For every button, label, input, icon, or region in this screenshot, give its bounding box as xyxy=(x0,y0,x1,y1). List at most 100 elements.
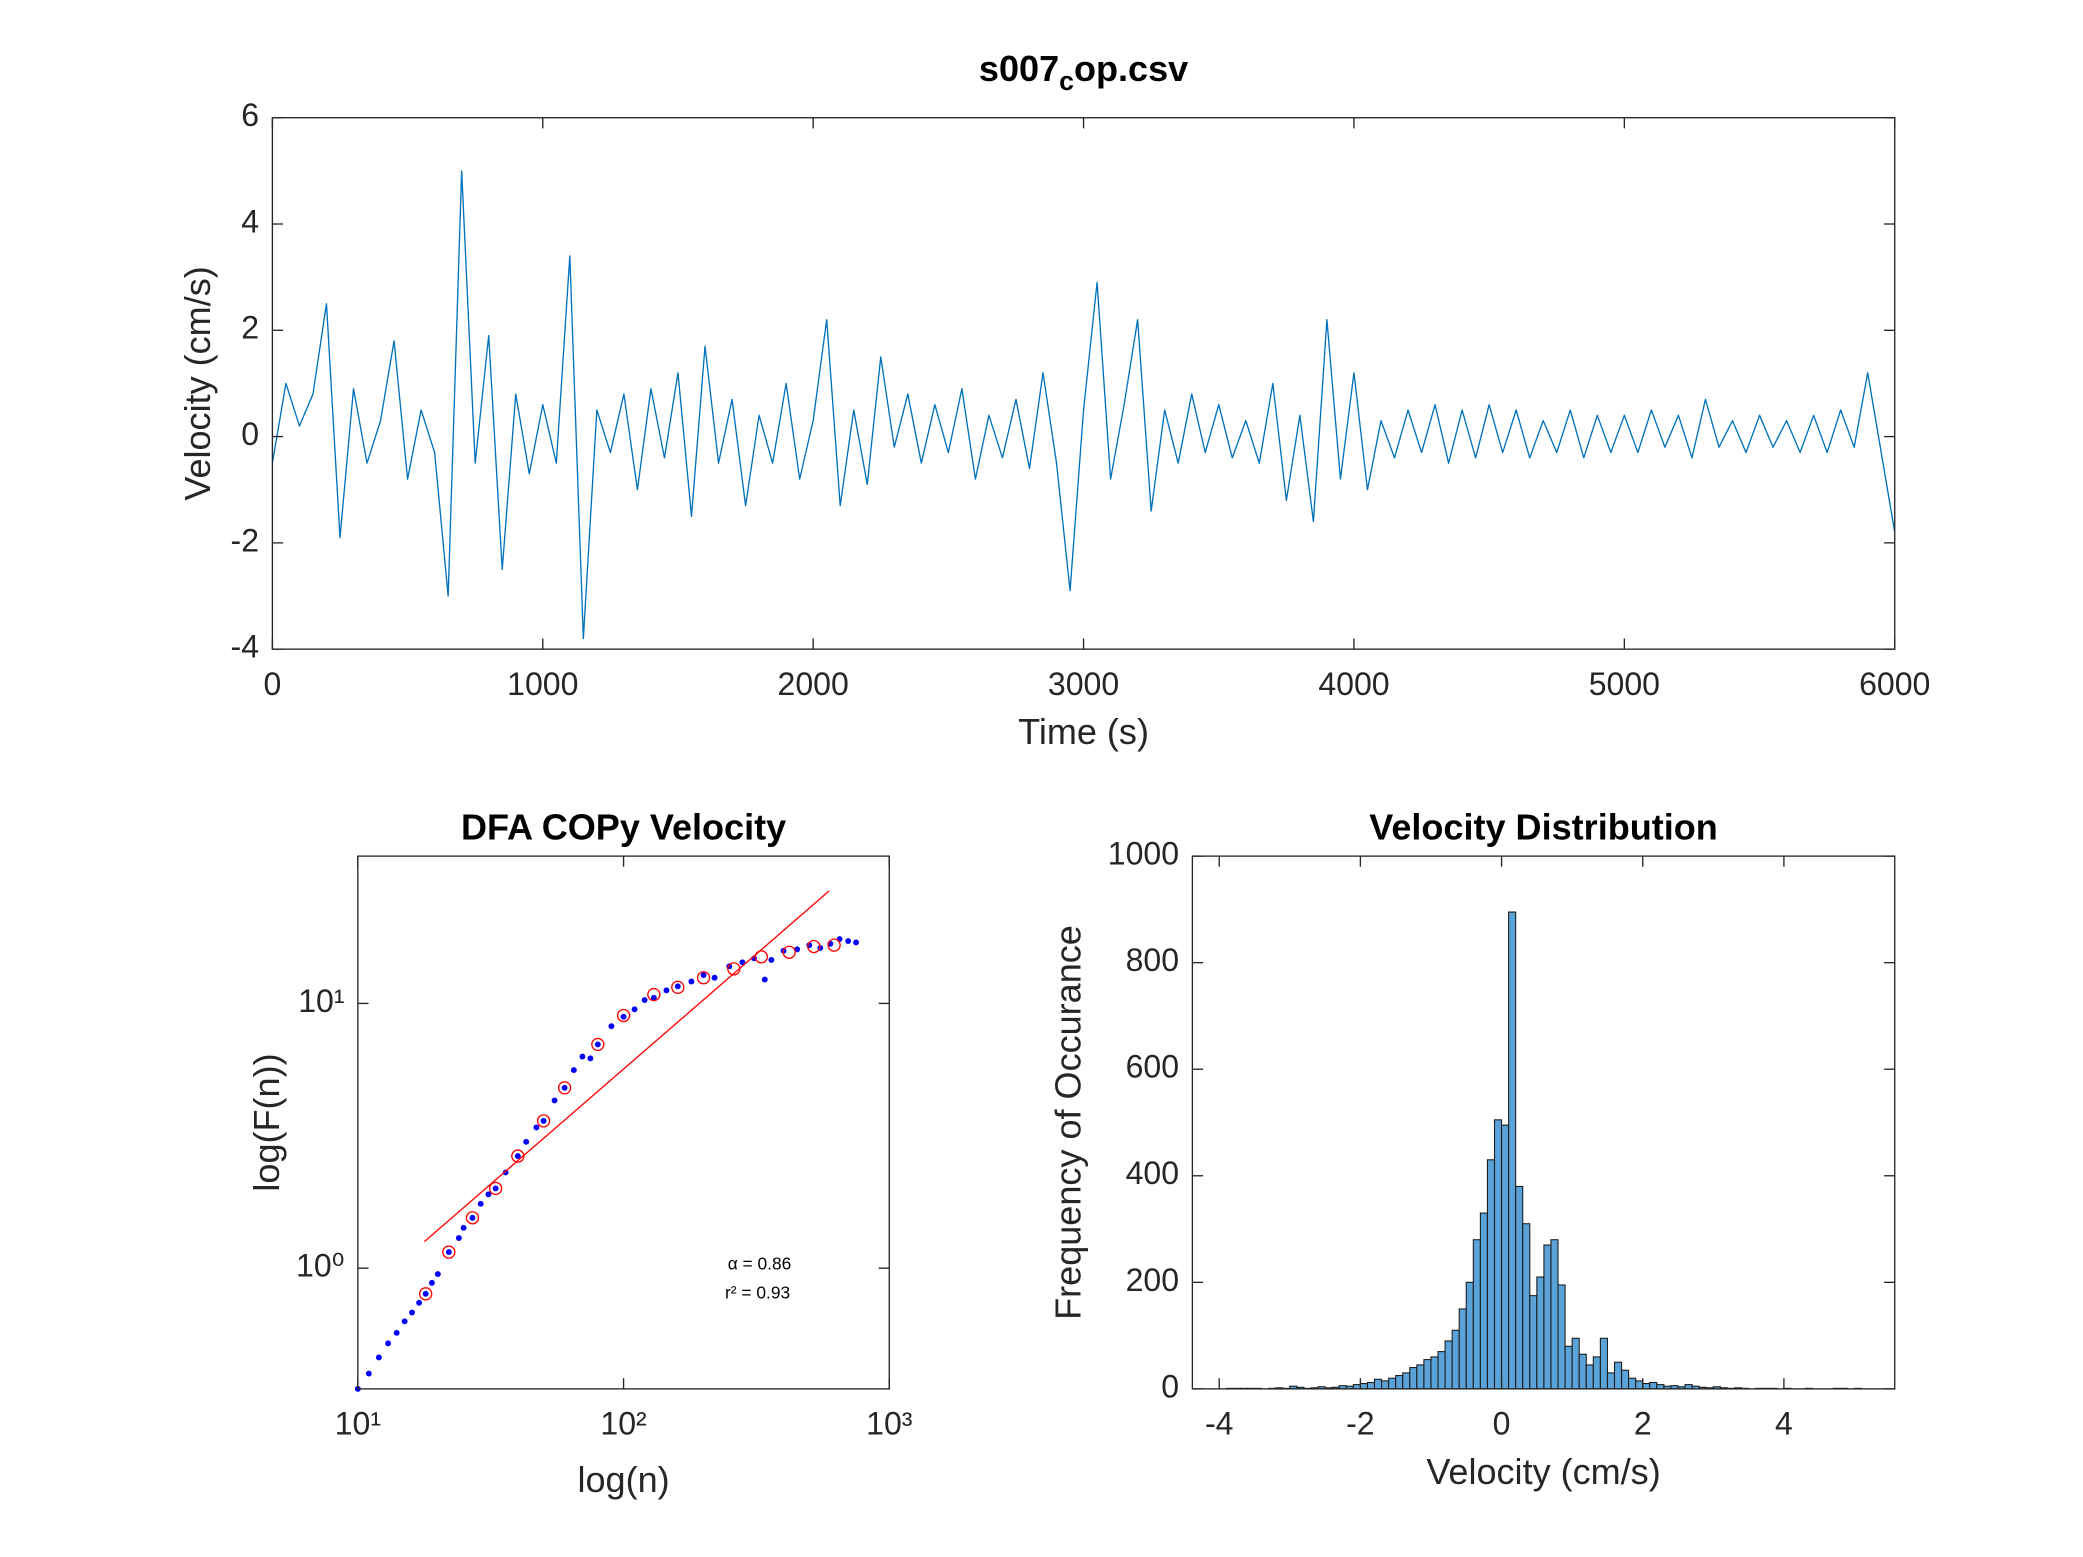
histogram-bar xyxy=(1642,1383,1651,1390)
histogram-bar xyxy=(1543,1244,1552,1390)
title-text: Velocity Distribution xyxy=(1369,806,1718,847)
annotation: α = 0.86 xyxy=(728,1253,792,1273)
data-point xyxy=(375,1354,382,1361)
data-point xyxy=(419,1287,433,1301)
data-point xyxy=(647,987,661,1002)
data-point xyxy=(477,1200,484,1207)
data-point xyxy=(616,1008,631,1023)
histogram-bar xyxy=(1409,1367,1418,1390)
data-point xyxy=(570,1067,577,1074)
data-point xyxy=(663,987,670,994)
x-tick-label: 2 xyxy=(1634,1406,1652,1442)
histogram-bar xyxy=(1564,1345,1573,1390)
y-tick-label: 400 xyxy=(1126,1155,1179,1191)
data-point xyxy=(465,1211,480,1225)
data-point xyxy=(536,1114,551,1128)
histogram-bar xyxy=(1501,1124,1510,1390)
data-point xyxy=(700,972,707,978)
data-point xyxy=(428,1279,435,1286)
y-axis-label: Velocity (cm/s) xyxy=(177,266,218,500)
histogram-bar xyxy=(1508,911,1517,1390)
axes: DFA COPy Velocity log(n) log(F(n)) 10¹ 10² 10… xyxy=(246,806,913,1500)
data-line xyxy=(423,890,830,1243)
histogram-bar xyxy=(1444,1340,1453,1390)
histogram-bar xyxy=(1359,1383,1368,1390)
data-point xyxy=(739,959,746,966)
histogram-bar xyxy=(1571,1337,1580,1390)
x-tick-label: 10² xyxy=(600,1406,647,1442)
x-tick-label: 10¹ xyxy=(335,1406,381,1442)
data-point xyxy=(409,1309,416,1316)
data-point xyxy=(768,956,775,963)
histogram-bar xyxy=(1402,1372,1411,1390)
histogram-bar xyxy=(1458,1308,1467,1390)
data-point xyxy=(845,938,852,944)
histogram-bar xyxy=(1486,1159,1496,1390)
y-tick-label: 0 xyxy=(1161,1368,1179,1404)
data-point xyxy=(422,1290,429,1297)
histogram-bar xyxy=(1515,1185,1524,1390)
histogram-bar xyxy=(1451,1329,1460,1390)
y-tick-label: 6 xyxy=(241,97,259,133)
histogram-bar xyxy=(1465,1281,1474,1390)
data-point xyxy=(671,980,685,995)
axes-box xyxy=(271,117,1896,650)
data-point xyxy=(587,1055,594,1062)
data-point xyxy=(485,1191,492,1198)
histogram-bar xyxy=(1381,1380,1390,1390)
histogram-bar xyxy=(1479,1212,1488,1390)
data-point xyxy=(561,1084,568,1091)
axes: s007cop.csv Time (s) Velocity (cm/s) 0 1000 2… xyxy=(177,48,1931,753)
data-point xyxy=(782,945,796,959)
histogram-bar xyxy=(1550,1239,1559,1390)
data-point xyxy=(502,1169,509,1176)
data-point xyxy=(807,939,821,954)
y-tick-label: -2 xyxy=(231,522,259,558)
x-axis-label: Velocity (cm/s) xyxy=(1426,1451,1660,1492)
histogram-bar xyxy=(1373,1378,1383,1390)
histogram-bar xyxy=(1592,1356,1601,1390)
y-tick-label: 10⁰ xyxy=(296,1248,344,1284)
data-point xyxy=(540,1117,547,1124)
data-point xyxy=(761,976,768,983)
data-point xyxy=(385,1340,392,1347)
x-tick-label: 5000 xyxy=(1589,666,1660,702)
histogram-bar xyxy=(1585,1364,1594,1390)
data-point xyxy=(631,1006,638,1013)
histogram-bar xyxy=(1423,1359,1432,1390)
y-tick-label: 2 xyxy=(241,310,259,346)
histogram-bar xyxy=(1529,1295,1538,1390)
data-point xyxy=(711,974,718,981)
y-tick-label: 200 xyxy=(1126,1262,1179,1298)
chart-title: Velocity Distribution xyxy=(1369,806,1718,847)
data-point xyxy=(836,936,843,942)
axes-box xyxy=(357,855,890,1390)
title-text: s007 xyxy=(979,48,1059,89)
data-point xyxy=(445,1249,452,1256)
data-point xyxy=(650,994,657,1001)
data-point xyxy=(488,1181,503,1196)
data-point xyxy=(827,938,841,952)
y-axis-label: log(F(n)) xyxy=(246,1053,287,1191)
x-tick-label: -4 xyxy=(1205,1406,1233,1442)
data-point xyxy=(393,1329,400,1336)
data-point xyxy=(688,978,695,985)
y-tick-label: 0 xyxy=(241,416,259,452)
data-point xyxy=(674,983,681,990)
data-point xyxy=(469,1214,476,1221)
data-point xyxy=(620,1013,627,1020)
data-point xyxy=(401,1318,408,1325)
histogram-bar xyxy=(1416,1364,1425,1390)
title-suffix: op.csv xyxy=(1074,48,1188,89)
x-tick-label: 0 xyxy=(263,666,281,702)
histogram-bar xyxy=(1635,1380,1644,1390)
data-point xyxy=(579,1053,586,1060)
title-text: DFA COPy Velocity xyxy=(461,806,786,847)
data-point xyxy=(754,950,769,964)
data-point xyxy=(460,1224,467,1231)
axes-box xyxy=(1191,855,1896,1390)
y-tick-label: 1000 xyxy=(1108,836,1179,872)
x-tick-label: 2000 xyxy=(778,666,849,702)
histogram-bar xyxy=(1621,1369,1630,1390)
